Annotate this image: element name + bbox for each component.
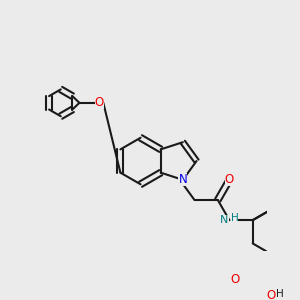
Text: O: O	[225, 173, 234, 186]
Text: O: O	[267, 289, 276, 300]
Text: H: H	[230, 213, 238, 223]
Text: H: H	[277, 289, 284, 299]
Text: N: N	[178, 173, 187, 186]
Text: O: O	[231, 273, 240, 286]
Text: N: N	[220, 215, 229, 225]
Text: O: O	[94, 96, 104, 109]
